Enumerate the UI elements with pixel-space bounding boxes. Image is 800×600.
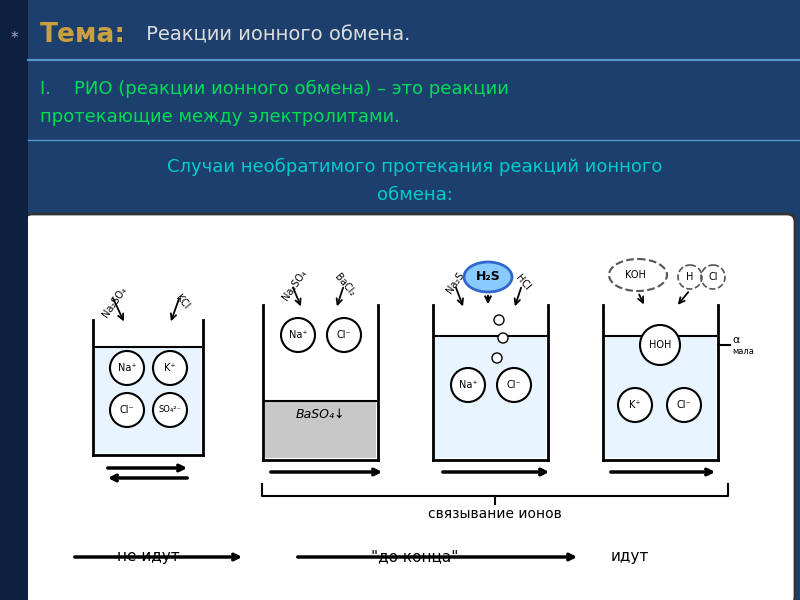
Text: BaSO₄↓: BaSO₄↓ <box>295 409 345 421</box>
Text: α: α <box>732 335 739 345</box>
Text: H: H <box>686 272 694 282</box>
Text: не идут: не идут <box>117 550 179 565</box>
Bar <box>0 0 28 600</box>
Text: мала: мала <box>732 347 754 356</box>
Text: обмена:: обмена: <box>377 186 453 204</box>
Text: Na₂S: Na₂S <box>444 271 466 295</box>
Circle shape <box>153 351 187 385</box>
Text: идут: идут <box>611 550 649 565</box>
Circle shape <box>618 388 652 422</box>
Circle shape <box>494 315 504 325</box>
Text: BaCl₂: BaCl₂ <box>333 272 358 298</box>
Bar <box>434 336 546 458</box>
Text: Na⁺: Na⁺ <box>458 380 478 390</box>
Text: H₂S: H₂S <box>476 271 500 283</box>
Ellipse shape <box>464 262 512 292</box>
Circle shape <box>498 333 508 343</box>
Bar <box>95 347 201 453</box>
Text: Na₂SO₄: Na₂SO₄ <box>101 285 129 319</box>
Circle shape <box>327 318 361 352</box>
Text: "до конца": "до конца" <box>371 550 458 565</box>
Bar <box>605 336 715 458</box>
Text: Cl⁻: Cl⁻ <box>120 405 134 415</box>
FancyBboxPatch shape <box>24 214 795 600</box>
Text: KCl: KCl <box>174 293 190 311</box>
Text: HCl: HCl <box>514 274 532 293</box>
Circle shape <box>497 368 531 402</box>
Text: Na⁺: Na⁺ <box>118 363 136 373</box>
Circle shape <box>667 388 701 422</box>
Text: Cl⁻: Cl⁻ <box>677 400 691 410</box>
Circle shape <box>492 353 502 363</box>
Circle shape <box>153 393 187 427</box>
Circle shape <box>451 368 485 402</box>
Text: протекающие между электролитами.: протекающие между электролитами. <box>40 108 400 126</box>
Text: HOH: HOH <box>649 340 671 350</box>
Text: SO₄²⁻: SO₄²⁻ <box>158 406 182 415</box>
Text: *: * <box>10 31 18 46</box>
Circle shape <box>281 318 315 352</box>
Text: KOH: KOH <box>625 270 646 280</box>
Circle shape <box>110 351 144 385</box>
Text: Cl⁻: Cl⁻ <box>337 330 351 340</box>
Text: K⁺: K⁺ <box>164 363 176 373</box>
Text: Реакции ионного обмена.: Реакции ионного обмена. <box>140 25 410 44</box>
Text: K⁺: K⁺ <box>629 400 641 410</box>
Text: I.    РИО (реакции ионного обмена) – это реакции: I. РИО (реакции ионного обмена) – это ре… <box>40 80 509 98</box>
Text: Тема:: Тема: <box>40 22 126 48</box>
Circle shape <box>640 325 680 365</box>
Text: Cl: Cl <box>708 272 718 282</box>
Text: Cl⁻: Cl⁻ <box>506 380 522 390</box>
Text: Na⁺: Na⁺ <box>289 330 307 340</box>
Text: Na₂SO₄: Na₂SO₄ <box>281 268 309 302</box>
Circle shape <box>110 393 144 427</box>
Text: связывание ионов: связывание ионов <box>428 507 562 521</box>
Text: Случаи необратимого протекания реакций ионного: Случаи необратимого протекания реакций и… <box>167 158 662 176</box>
Bar <box>265 401 375 458</box>
